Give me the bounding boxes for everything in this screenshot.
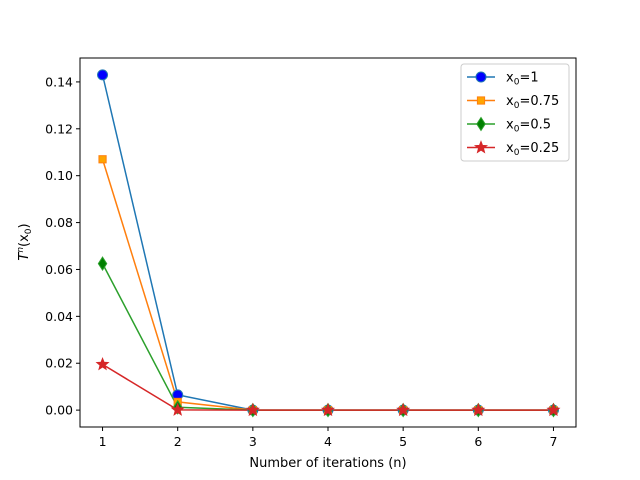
x-tick-label: 5 xyxy=(399,434,407,449)
series-markers xyxy=(95,69,561,418)
data-point xyxy=(95,357,110,371)
x-tick-label: 3 xyxy=(249,434,257,449)
y-axis-label: Tn(x0) xyxy=(16,223,34,260)
y-tick-label: 0.14 xyxy=(45,74,73,89)
x-axis-label: Number of iterations (n) xyxy=(249,456,406,471)
legend-marker xyxy=(476,96,486,105)
x-axis-ticks: 1 2 3 4 5 6 7 xyxy=(99,427,557,449)
data-point xyxy=(245,402,260,417)
series-line-2 xyxy=(101,159,554,411)
x-tick-label: 4 xyxy=(324,434,332,449)
y-tick-label: 0.06 xyxy=(45,262,73,277)
legend-marker xyxy=(475,71,487,83)
legend-label: x0=0.5 xyxy=(506,118,551,135)
legend-label: x0=0.75 xyxy=(506,94,559,111)
y-tick-label: 0.04 xyxy=(45,309,73,324)
y-axis-ticks: 0.00 0.02 0.04 0.06 0.08 0.10 0.12 0.14 xyxy=(45,74,80,418)
data-point xyxy=(97,69,109,81)
y-tick-label: 0.08 xyxy=(45,215,73,230)
data-point xyxy=(471,402,486,417)
x-tick-label: 7 xyxy=(549,434,557,449)
y-tick-label: 0.00 xyxy=(45,403,73,418)
y-tick-label: 0.12 xyxy=(45,121,73,136)
legend: x0=1 x0=0.75 x0=0.5 x0=0.25 xyxy=(460,63,570,162)
data-point xyxy=(546,402,561,417)
x-tick-label: 1 xyxy=(99,434,107,449)
legend-label: x0=1 xyxy=(506,71,539,88)
y-tick-label: 0.10 xyxy=(45,168,73,183)
legend-marker xyxy=(473,140,489,154)
legend-box xyxy=(460,63,570,162)
data-point xyxy=(97,256,108,272)
data-point xyxy=(396,402,411,417)
data-point xyxy=(98,155,107,164)
data-point xyxy=(170,402,185,416)
x-tick-label: 6 xyxy=(474,434,482,449)
series-line-3 xyxy=(101,263,554,411)
x-tick-label: 2 xyxy=(174,434,182,449)
data-point xyxy=(320,402,336,417)
y-tick-label: 0.02 xyxy=(45,356,73,371)
legend-label: x0=0.25 xyxy=(506,141,559,158)
legend-marker xyxy=(476,116,486,132)
